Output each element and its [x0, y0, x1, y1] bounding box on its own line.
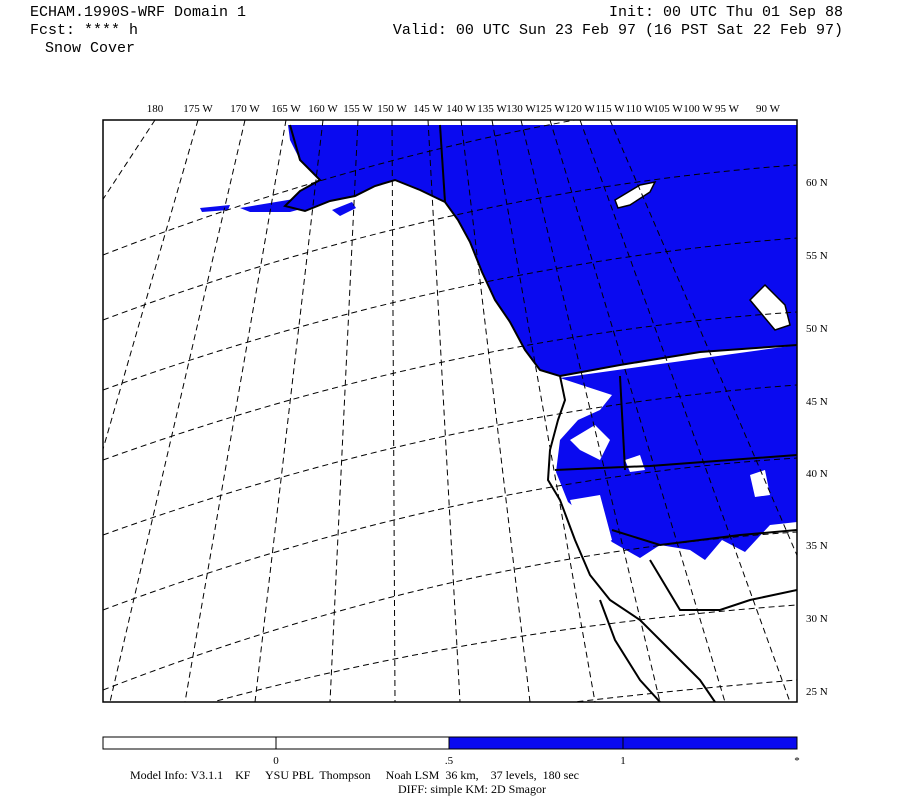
lat-label: 60 N — [806, 177, 828, 189]
lon-label: 105 W — [653, 103, 683, 115]
lat-label: 40 N — [806, 468, 828, 480]
lon-label: 120 W — [565, 103, 595, 115]
forecast-hour: Fcst: **** h — [30, 22, 138, 39]
lat-label: 25 N — [806, 686, 828, 698]
lon-label: 170 W — [230, 103, 260, 115]
lat-label: 30 N — [806, 613, 828, 625]
lat-label: 35 N — [806, 540, 828, 552]
lon-label: 110 W — [625, 103, 655, 115]
colorbar-label: * — [794, 755, 800, 767]
lon-label: 165 W — [271, 103, 301, 115]
colorbar-label: 0 — [273, 755, 279, 767]
map-frame — [102, 119, 798, 703]
lon-label: 180 — [147, 103, 164, 115]
graticule — [103, 120, 797, 702]
colorbar-label: .5 — [445, 755, 454, 767]
snow-area — [556, 345, 797, 560]
lon-label: 95 W — [715, 103, 740, 115]
lon-label: 155 W — [343, 103, 373, 115]
lon-label: 115 W — [595, 103, 625, 115]
footer-line: Model Info: V3.1.1 KF YSU PBL Thompson N… — [130, 768, 579, 782]
lat-label: 45 N — [806, 396, 828, 408]
lon-label: 175 W — [183, 103, 213, 115]
no-snow-patch — [570, 495, 612, 550]
lon-label: 160 W — [308, 103, 338, 115]
coastline — [283, 124, 797, 702]
lat-label: 55 N — [806, 250, 828, 262]
snow-area — [200, 205, 230, 212]
map — [102, 119, 798, 703]
lon-label: 145 W — [413, 103, 443, 115]
footer-line: DIFF: simple KM: 2D Smagor — [398, 782, 546, 796]
title: ECHAM.1990S-WRF Domain 1 — [30, 4, 246, 21]
colorbar — [102, 736, 798, 750]
no-snow-patch — [614, 180, 657, 209]
lat-label: 50 N — [806, 323, 828, 335]
no-snow-patch — [748, 283, 791, 331]
lon-label: 150 W — [377, 103, 407, 115]
lon-label: 140 W — [446, 103, 476, 115]
lon-label: 135 W — [477, 103, 507, 115]
snow-area — [332, 202, 356, 216]
valid-time: Valid: 00 UTC Sun 23 Feb 97 (16 PST Sat … — [393, 22, 843, 39]
lon-label: 130 W — [506, 103, 536, 115]
init-time: Init: 00 UTC Thu 01 Sep 88 — [609, 4, 843, 21]
lon-label: 90 W — [756, 103, 781, 115]
snow-area — [285, 125, 797, 376]
lon-label: 100 W — [683, 103, 713, 115]
field-name: Snow Cover — [45, 40, 135, 57]
no-snow-patch — [750, 470, 770, 497]
colorbar-label: 1 — [620, 755, 626, 767]
lon-label: 125 W — [535, 103, 565, 115]
